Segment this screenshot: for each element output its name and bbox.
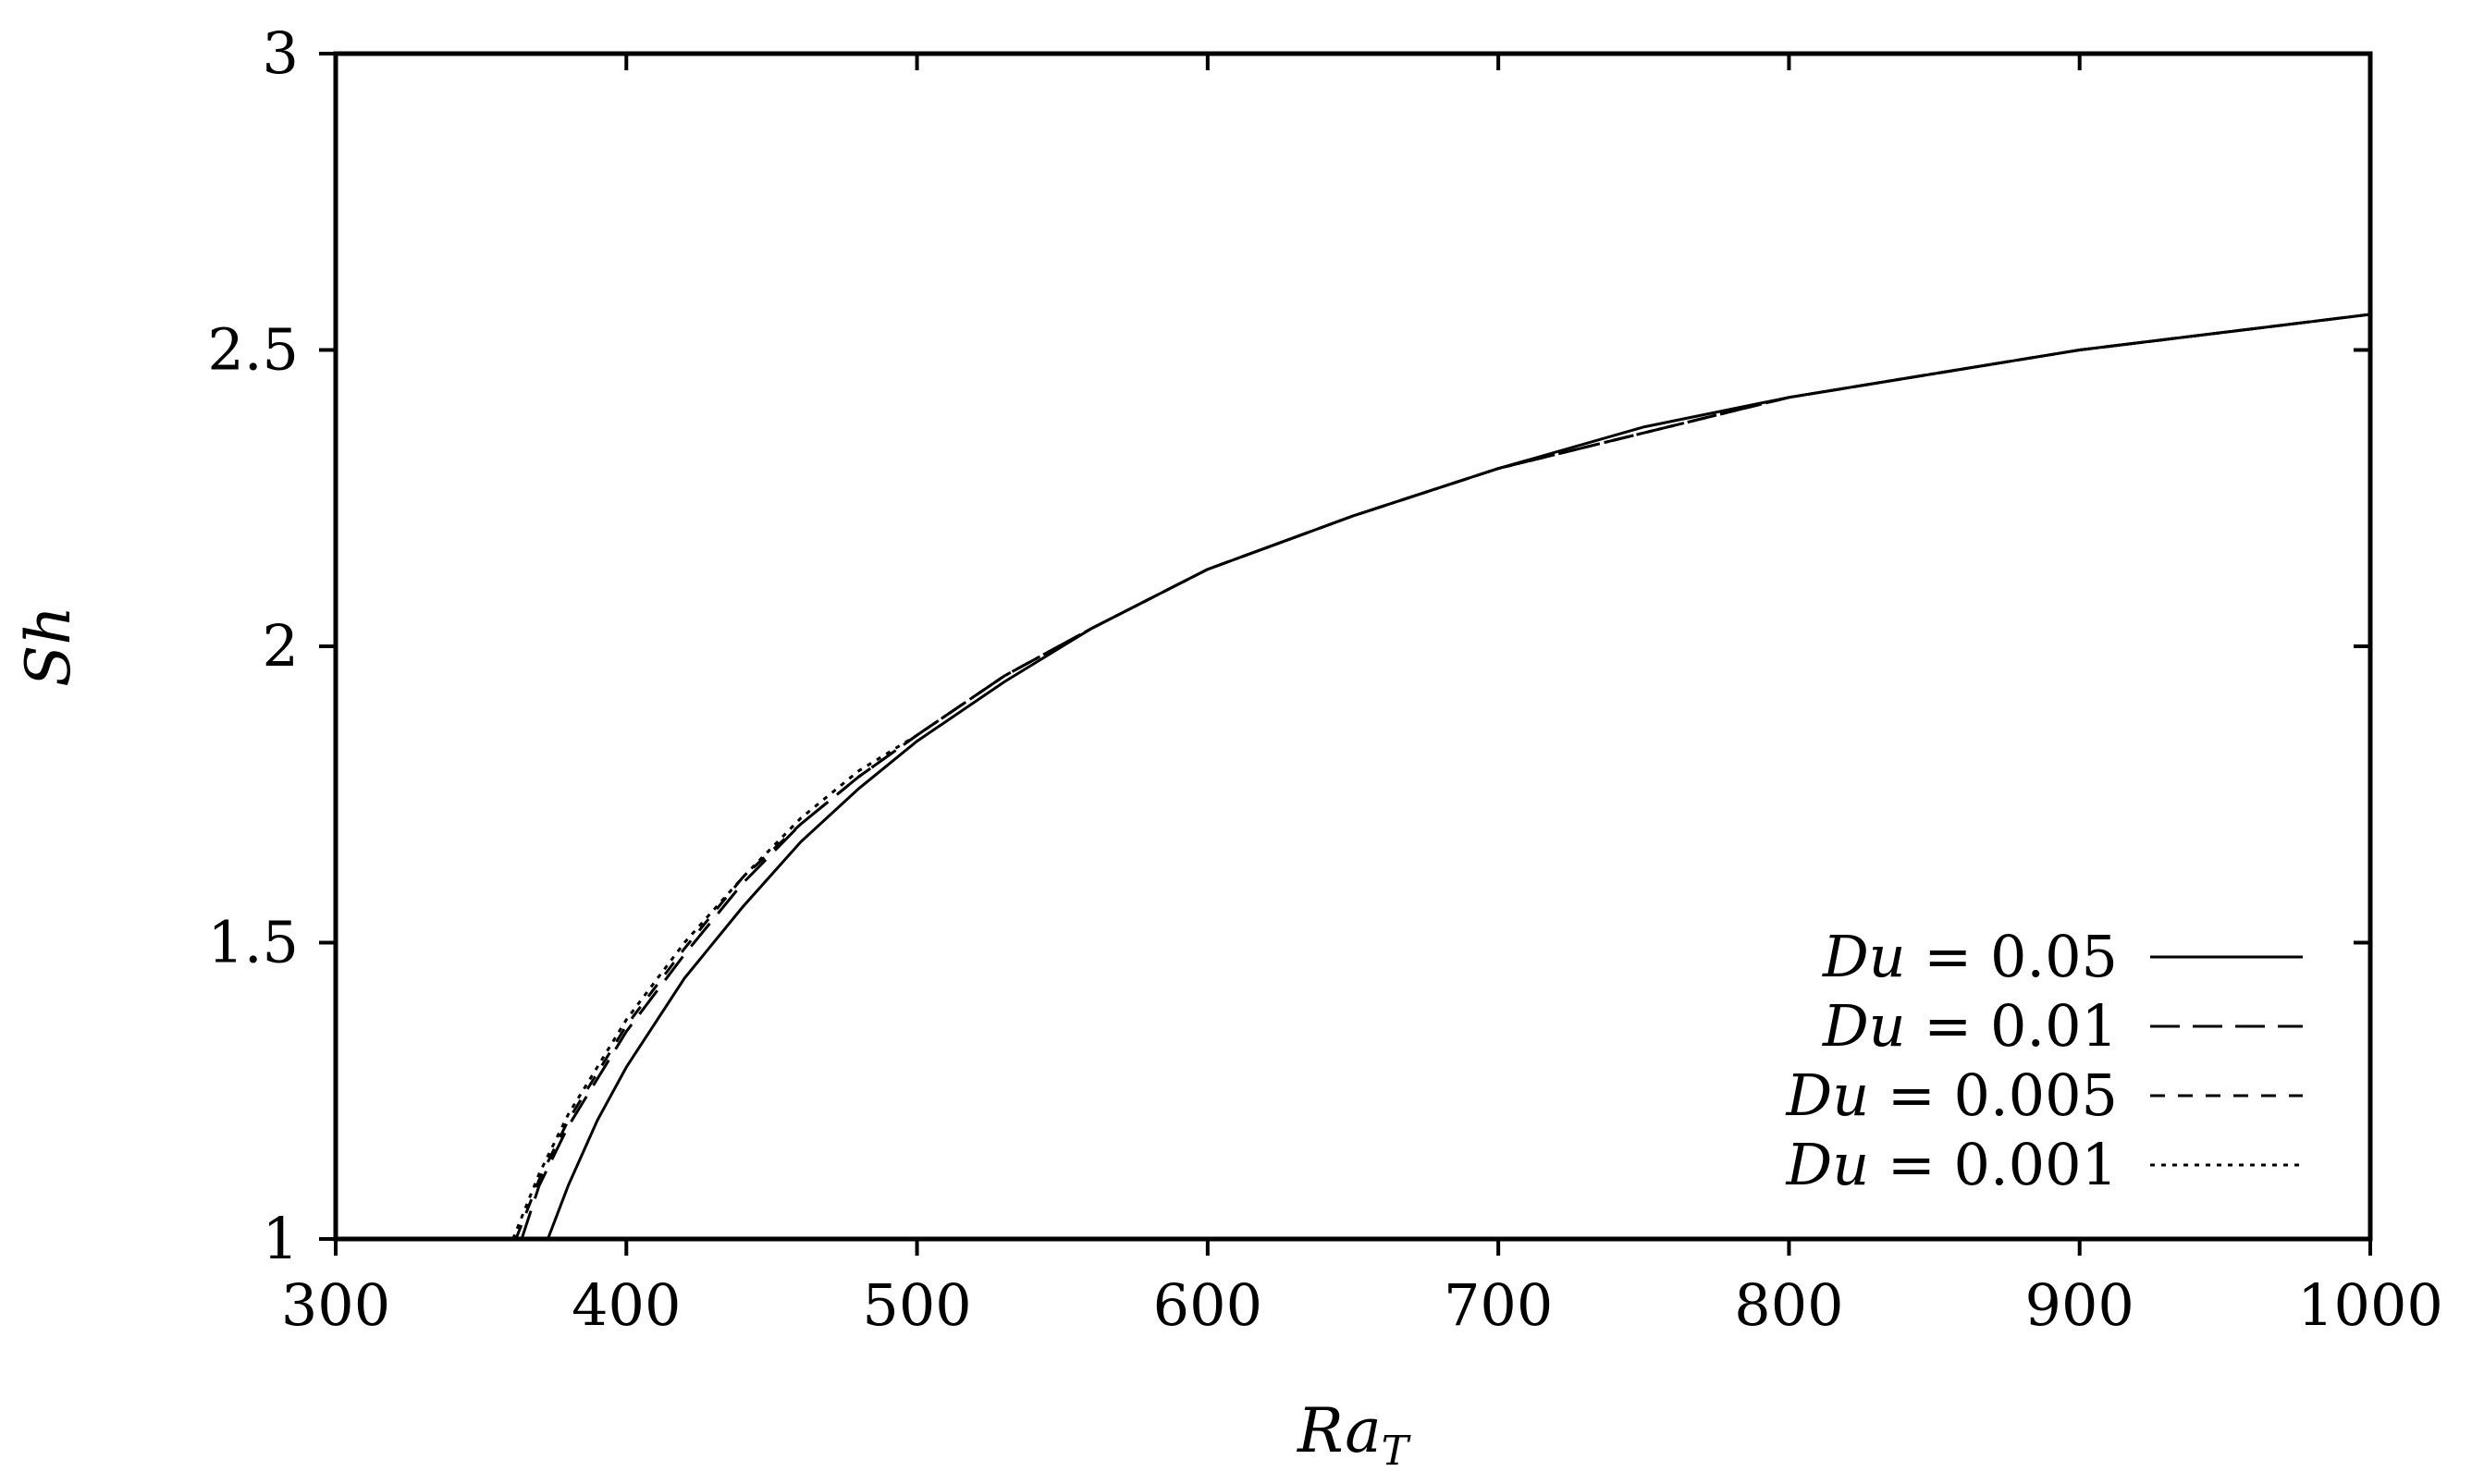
x-tick-label-400: 400 (572, 1271, 681, 1339)
x-axis-label-sub: T (1382, 1428, 1412, 1475)
y-tick-label-2.5: 2.5 (207, 316, 299, 384)
x-tick-label-300: 300 (281, 1271, 390, 1339)
y-tick-label-2: 2 (263, 612, 299, 680)
x-tick-label-800: 800 (1734, 1271, 1843, 1339)
legend-label-value: = 0.05 (1906, 923, 2118, 990)
legend-label-value: = 0.001 (1869, 1131, 2118, 1198)
legend-label-4: Du = 0.001 (1786, 1131, 2119, 1198)
legend-label-var: Du (1822, 923, 1906, 990)
x-tick-label-900: 900 (2025, 1271, 2134, 1339)
ticks-layer: 300 400 500 600 700 800 900 1000 1 1.5 2 2.5 3 (207, 19, 2443, 1339)
legend-label-var: Du (1786, 1131, 1870, 1198)
x-tick-label-600: 600 (1153, 1271, 1262, 1339)
x-axis-label-main: Ra (1297, 1395, 1382, 1466)
x-tick-label-1000: 1000 (2297, 1271, 2443, 1339)
y-tick-label-1: 1 (263, 1205, 299, 1272)
x-tick-label-700: 700 (1444, 1271, 1553, 1339)
legend-label-2: Du = 0.01 (1822, 992, 2118, 1060)
y-tick-label-1.5: 1.5 (207, 909, 299, 976)
legend-label-var: Du (1822, 992, 1906, 1060)
series-layer (511, 313, 2371, 1240)
series-line-2 (520, 313, 2371, 1240)
legend-label-1: Du = 0.05 (1822, 923, 2118, 990)
legend-label-3: Du = 0.005 (1786, 1061, 2119, 1129)
legend-label-value: = 0.005 (1869, 1061, 2118, 1129)
y-axis-label: Sh (13, 606, 84, 687)
legend-label-var: Du (1786, 1061, 1870, 1129)
legend-label-value: = 0.01 (1906, 992, 2118, 1060)
series-line-3 (514, 313, 2371, 1240)
x-tick-label-500: 500 (862, 1271, 971, 1339)
x-axis-label: RaT (1297, 1395, 1412, 1475)
y-tick-label-3: 3 (263, 19, 299, 87)
